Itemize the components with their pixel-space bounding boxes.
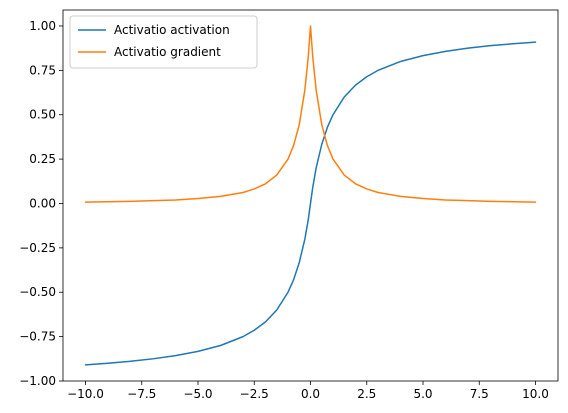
series-line-2 [84,25,537,203]
y-tick-label: −0.25 [19,241,56,255]
series-line-1 [84,41,537,366]
y-tick-label: −1.00 [19,374,56,388]
legend-box [69,15,258,69]
legend-label-1: Activatio activation [114,23,230,37]
x-tick-label: 2.5 [357,387,376,401]
y-tick-label: 0.75 [29,63,56,77]
x-tick-label: −10.0 [67,387,104,401]
y-tick-label: −0.75 [19,330,56,344]
x-tick-label: 10.0 [522,387,549,401]
y-tick-label: 0.00 [29,196,56,210]
plot-area [63,10,558,381]
x-tick-label: 0.0 [301,387,320,401]
y-tick-label: 1.00 [29,19,56,33]
legend: Activatio activation Activatio gradient [69,15,258,69]
x-axis-ticks: −10.0 −7.5 −5.0 −2.5 0.0 2.5 5.0 7.5 10.0 [67,381,549,401]
series-layer [84,25,537,366]
x-tick-label: 7.5 [470,387,489,401]
x-tick-label: 5.0 [413,387,432,401]
x-tick-label: −7.5 [127,387,156,401]
x-tick-label: −2.5 [240,387,269,401]
y-axis-ticks: −1.00 −0.75 −0.50 −0.25 0.00 0.25 0.50 0.75 1.00 [19,19,63,388]
x-tick-label: −5.0 [183,387,212,401]
y-tick-label: 0.25 [29,152,56,166]
y-tick-label: −0.50 [19,285,56,299]
legend-label-2: Activatio gradient [114,45,221,59]
y-tick-label: 0.50 [29,108,56,122]
